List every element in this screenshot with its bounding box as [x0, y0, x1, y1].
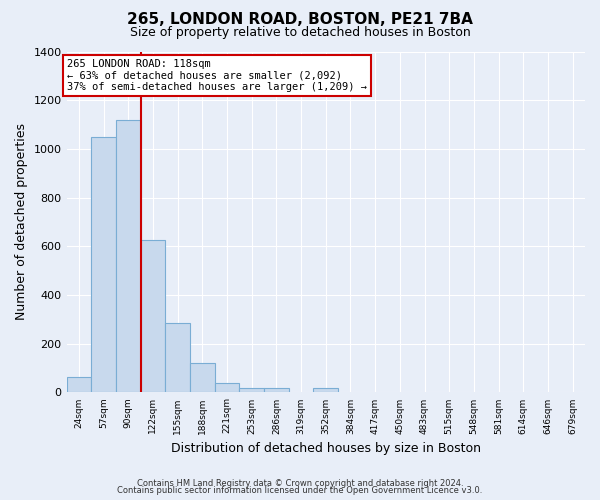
Y-axis label: Number of detached properties: Number of detached properties — [15, 124, 28, 320]
Text: 265, LONDON ROAD, BOSTON, PE21 7BA: 265, LONDON ROAD, BOSTON, PE21 7BA — [127, 12, 473, 28]
Bar — [313, 388, 338, 392]
Bar — [264, 388, 289, 392]
Bar — [239, 388, 264, 392]
X-axis label: Distribution of detached houses by size in Boston: Distribution of detached houses by size … — [171, 442, 481, 455]
Text: Size of property relative to detached houses in Boston: Size of property relative to detached ho… — [130, 26, 470, 39]
Bar — [91, 136, 116, 392]
Text: Contains HM Land Registry data © Crown copyright and database right 2024.: Contains HM Land Registry data © Crown c… — [137, 478, 463, 488]
Bar — [190, 363, 215, 392]
Bar — [165, 323, 190, 392]
Text: 265 LONDON ROAD: 118sqm
← 63% of detached houses are smaller (2,092)
37% of semi: 265 LONDON ROAD: 118sqm ← 63% of detache… — [67, 59, 367, 92]
Bar — [116, 120, 140, 392]
Text: Contains public sector information licensed under the Open Government Licence v3: Contains public sector information licen… — [118, 486, 482, 495]
Bar — [215, 382, 239, 392]
Bar — [67, 376, 91, 392]
Bar — [140, 240, 165, 392]
